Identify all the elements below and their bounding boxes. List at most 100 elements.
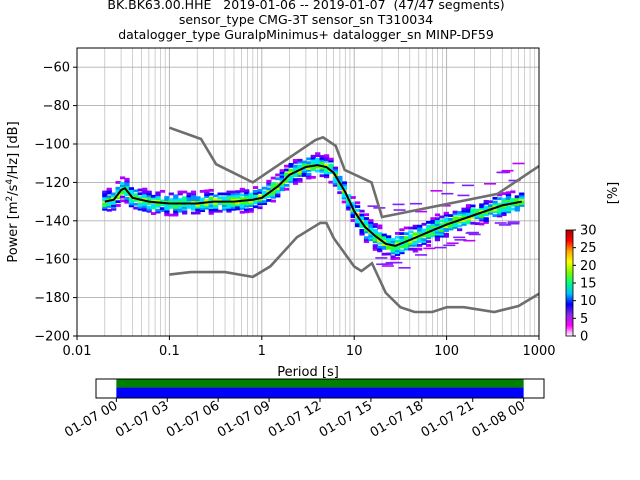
psd-histogram-cell — [510, 203, 516, 207]
psd-histogram-cell — [359, 228, 365, 232]
psd-histogram-cell — [275, 192, 281, 196]
psd-histogram-cell — [479, 203, 485, 207]
psd-histogram-cell — [111, 205, 117, 209]
psd-histogram-cell — [177, 192, 183, 196]
psd-histogram-cell — [443, 232, 449, 236]
psd-histogram-cell — [128, 189, 135, 192]
psd-histogram-cell — [124, 179, 130, 183]
psd-histogram-cell — [270, 199, 276, 203]
psd-histogram-cell — [399, 228, 405, 232]
psd-histogram-cell — [204, 199, 210, 202]
psd-histogram-cell — [146, 205, 152, 209]
psd-histogram-cell — [301, 172, 307, 175]
psd-histogram-cell — [124, 191, 130, 195]
psd-histogram-cell — [155, 195, 161, 199]
psd-histogram-cell — [208, 188, 214, 192]
psd-histogram-cell — [519, 204, 525, 207]
psd-histogram-cell — [501, 205, 507, 209]
psd-histogram-cell — [204, 193, 210, 197]
coverage-psd-bar — [116, 379, 524, 388]
psd-histogram-cell — [346, 203, 352, 207]
psd-histogram-cell — [328, 171, 334, 174]
psd-histogram-cell — [301, 164, 307, 168]
psd-histogram-cell — [399, 237, 405, 241]
psd-histogram-cell — [270, 186, 276, 190]
psd-histogram-cell — [377, 236, 383, 239]
psd-histogram-cell — [443, 227, 449, 230]
psd-histogram-cell — [417, 240, 423, 243]
psd-histogram-cell — [195, 209, 201, 213]
psd-histogram-cell — [461, 222, 467, 226]
psd-histogram-cell — [284, 183, 290, 187]
psd-histogram-cell — [403, 232, 410, 236]
psd-histogram-cell — [434, 213, 441, 217]
psd-histogram-cell — [408, 243, 414, 247]
psd-histogram-cell — [239, 201, 245, 205]
psd-histogram-cell — [372, 232, 378, 236]
psd-histogram-cell — [190, 192, 197, 196]
psd-histogram-cell — [505, 197, 512, 200]
psd-histogram-cell — [244, 210, 250, 214]
psd-histogram-cell — [505, 193, 512, 197]
psd-histogram-cell — [474, 208, 480, 212]
psd-histogram-cell — [239, 189, 245, 193]
psd-histogram-cell — [514, 199, 520, 202]
psd-histogram-cell — [412, 234, 418, 238]
psd-histogram-cell — [164, 198, 170, 201]
psd-histogram-cell — [310, 175, 316, 179]
x-axis-label: Period [s] — [277, 365, 339, 380]
psd-histogram-cell — [363, 224, 370, 228]
psd-histogram-cell — [230, 207, 237, 211]
psd-histogram-cell — [301, 170, 307, 173]
psd-histogram-cell — [483, 221, 489, 224]
psd-histogram-cell — [266, 193, 272, 197]
psd-histogram-cell — [470, 210, 476, 214]
psd-histogram-cell — [182, 207, 188, 211]
psd-histogram-cell — [106, 195, 112, 199]
psd-histogram-cell — [496, 203, 503, 206]
psd-histogram-cell — [492, 214, 498, 217]
psd-histogram-cell — [381, 245, 387, 248]
psd-histogram-cell — [266, 179, 272, 183]
psd-histogram-cell — [323, 173, 330, 177]
psd-histogram-cell — [155, 193, 161, 197]
psd-histogram-cell — [403, 226, 410, 230]
psd-histogram-cell — [394, 239, 401, 243]
psd-histogram-cell — [146, 196, 152, 200]
psd-histogram-cell — [106, 189, 112, 193]
psd-histogram-cell — [204, 206, 210, 210]
psd-histogram-cell — [155, 191, 161, 195]
psd-histogram-cell — [195, 203, 201, 207]
psd-histogram-cell — [133, 199, 139, 202]
psd-histogram-cell — [306, 163, 312, 167]
y-tick-label: −160 — [34, 253, 70, 268]
psd-histogram-cell — [279, 182, 285, 186]
psd-histogram-cell — [292, 178, 299, 182]
psd-histogram-cell — [470, 216, 476, 219]
psd-histogram-cell — [443, 229, 449, 232]
psd-histogram-cell — [350, 201, 356, 205]
psd-histogram-cell — [394, 247, 401, 251]
psd-histogram-cell — [182, 205, 188, 209]
psd-histogram-cell — [221, 204, 228, 207]
psd-histogram-cell — [519, 194, 525, 198]
psd-histogram-cell — [484, 182, 497, 185]
psd-histogram-cell — [186, 204, 192, 207]
psd-histogram-cell — [213, 194, 219, 198]
psd-histogram-cell — [463, 239, 476, 242]
psd-histogram-cell — [492, 204, 498, 208]
psd-histogram-cell — [390, 245, 396, 249]
psd-histogram-cell — [452, 210, 458, 214]
psd-histogram-cell — [279, 169, 285, 172]
psd-histogram-cell — [390, 261, 403, 264]
psd-histogram-cell — [133, 206, 139, 210]
psd-histogram-cell — [177, 207, 183, 211]
psd-histogram-cell — [115, 188, 121, 192]
psd-histogram-cell — [319, 170, 325, 174]
psd-histogram-cell — [128, 200, 135, 204]
psd-histogram-cell — [501, 207, 507, 211]
psd-histogram-cell — [195, 198, 201, 201]
psd-histogram-cell — [457, 194, 470, 197]
psd-histogram-cell — [479, 213, 485, 216]
psd-histogram-cell — [297, 178, 303, 181]
